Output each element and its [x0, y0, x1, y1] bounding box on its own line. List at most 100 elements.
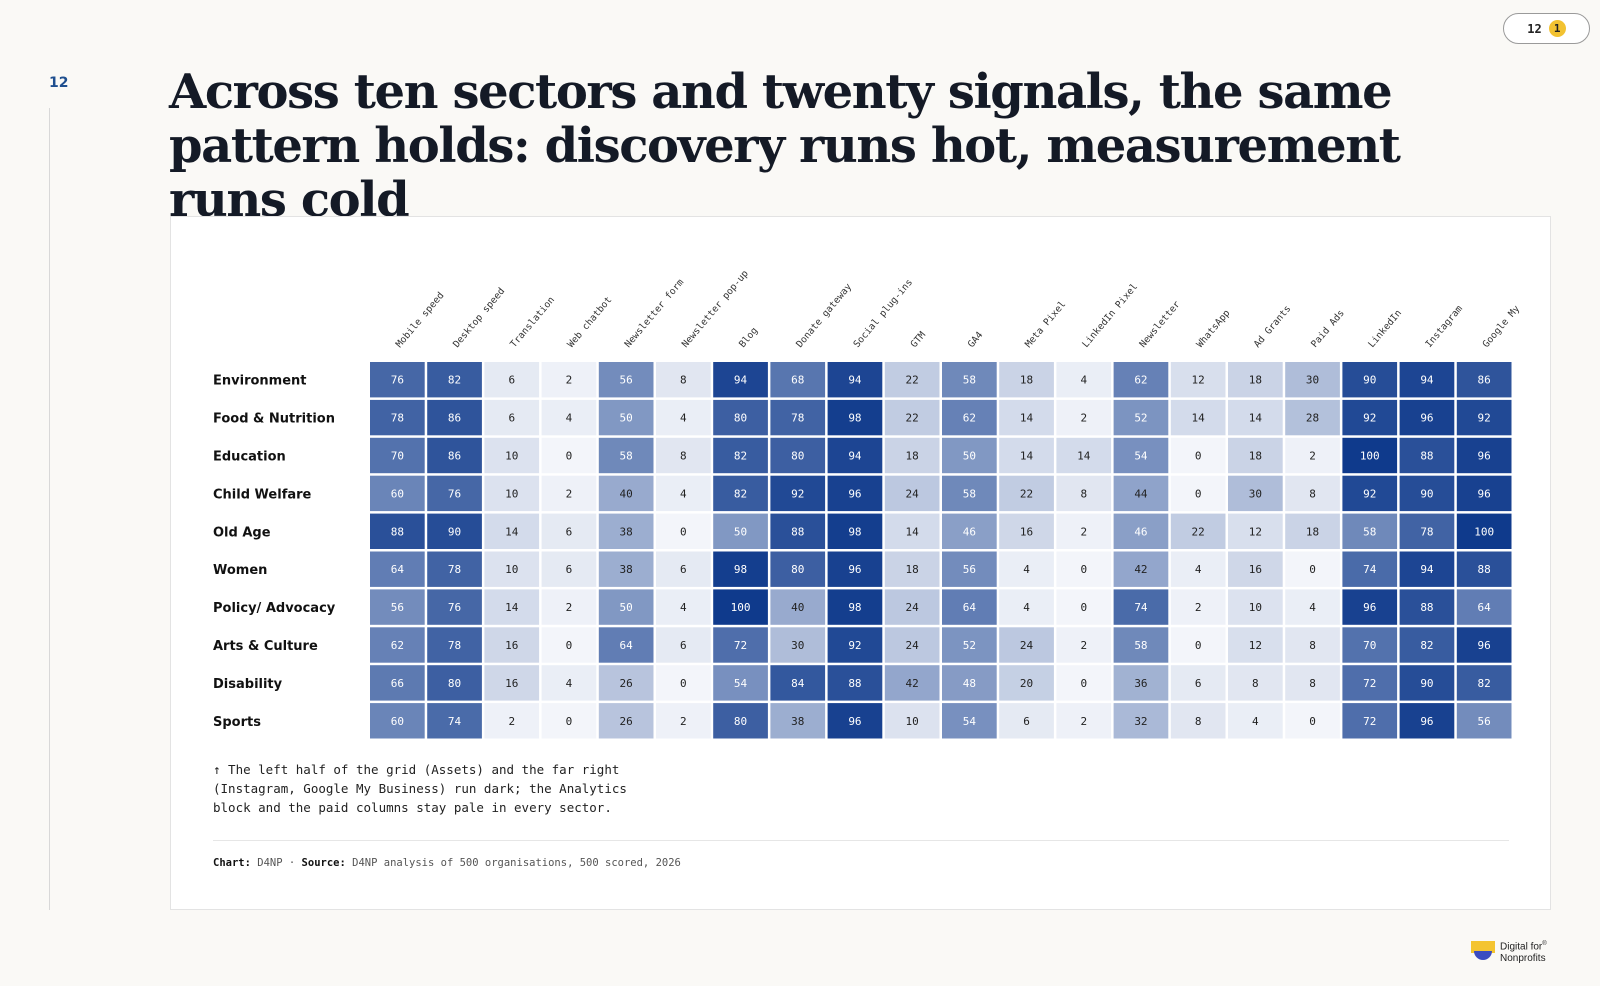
heatmap-cell	[541, 665, 597, 701]
heatmap-cell	[1285, 513, 1340, 549]
cell-value: 6	[1195, 677, 1202, 690]
cell-value: 2	[566, 374, 573, 387]
heatmap-cell	[942, 703, 997, 739]
heatmap-cell	[884, 627, 940, 663]
column-label: Mobile speed	[394, 290, 447, 350]
column-label: Instagram	[1423, 303, 1465, 350]
cell-value: 74	[448, 715, 462, 728]
cell-value: 2	[1080, 639, 1087, 652]
heatmap-cell	[1056, 475, 1112, 512]
cell-value: 12	[1249, 525, 1262, 538]
cell-value: 72	[1363, 715, 1376, 728]
cell-value: 2	[508, 715, 515, 728]
cell-value: 96	[1363, 601, 1376, 614]
cell-value: 4	[566, 412, 573, 425]
heatmap-cell	[1456, 665, 1512, 701]
cell-value: 8	[1252, 677, 1259, 690]
heatmap-cell	[1456, 437, 1512, 474]
heatmap-cell	[484, 475, 540, 512]
column-label: Blog	[737, 325, 760, 350]
cell-value: 82	[734, 450, 747, 463]
column-label: Newsletter form	[623, 277, 687, 350]
cell-value: 40	[620, 487, 633, 500]
cell-value: 28	[1306, 412, 1319, 425]
heatmap-cell	[1113, 437, 1169, 474]
brand-line-1: Digital for	[1500, 941, 1543, 953]
cell-value: 46	[1134, 525, 1147, 538]
cell-value: 58	[620, 450, 633, 463]
row-label: Environment	[213, 374, 307, 389]
cell-value: 4	[1023, 601, 1030, 614]
cell-value: 100	[1360, 450, 1380, 463]
column-label: Paid Ads	[1309, 308, 1347, 350]
heatmap-cell	[1399, 399, 1455, 436]
heatmap-cell	[1342, 475, 1398, 512]
cell-value: 4	[1309, 601, 1316, 614]
heatmap-cell	[656, 665, 711, 701]
heatmap-cell	[713, 399, 768, 436]
heatmap-cell	[656, 513, 711, 549]
heatmap-cell	[541, 362, 597, 398]
cell-value: 26	[620, 715, 633, 728]
heatmap-cell	[770, 703, 826, 739]
heatmap-cell	[713, 703, 768, 739]
cell-value: 80	[791, 450, 804, 463]
cell-value: 24	[906, 601, 920, 614]
heatmap-cell	[1170, 589, 1226, 625]
cell-value: 42	[906, 677, 919, 690]
cell-value: 88	[848, 677, 861, 690]
column-label: Google My	[1481, 303, 1523, 350]
cell-value: 78	[1420, 525, 1433, 538]
cell-value: 98	[848, 412, 861, 425]
heatmap: Mobile speed Desktop speed Translation Web …	[213, 268, 1523, 739]
heatmap-cell	[1399, 551, 1455, 587]
cell-value: 10	[1249, 601, 1262, 614]
heatmap-cell	[827, 362, 883, 398]
heatmap-cell	[1228, 703, 1283, 739]
row-label: Child Welfare	[213, 487, 312, 502]
heatmap-cell	[1170, 665, 1226, 701]
heatmap-cell	[999, 551, 1054, 587]
heatmap-cell	[1056, 362, 1112, 398]
heatmap-cell	[999, 437, 1054, 474]
heatmap-cell	[656, 362, 711, 398]
brand-mark-icon	[1470, 940, 1496, 963]
cell-value: 50	[620, 412, 633, 425]
cell-value: 18	[1249, 374, 1262, 387]
cell-value: 54	[734, 677, 748, 690]
cell-value: 38	[791, 715, 804, 728]
cell-value: 94	[848, 374, 862, 387]
heatmap-cell	[1056, 627, 1112, 663]
source-value: D4NP analysis of 500 organisations, 500 …	[352, 857, 681, 869]
heatmap-cell	[770, 551, 826, 587]
notification-badge[interactable]: 12 1	[1503, 13, 1590, 44]
heatmap-cell	[713, 665, 768, 701]
heatmap-cell	[942, 589, 997, 625]
cell-value: 56	[963, 563, 976, 576]
heatmap-cell	[1456, 475, 1512, 512]
cell-value: 14	[1077, 450, 1091, 463]
heatmap-cell	[427, 399, 482, 436]
cell-value: 72	[1363, 677, 1376, 690]
column-label: Ad Grants	[1252, 303, 1294, 350]
cell-value: 20	[1020, 677, 1033, 690]
cell-value: 78	[391, 412, 404, 425]
column-label: LinkedIn Pixel	[1080, 282, 1140, 350]
heatmap-cell	[1285, 551, 1340, 587]
cell-value: 14	[505, 601, 519, 614]
cell-value: 100	[1474, 525, 1494, 538]
heatmap-cell	[999, 627, 1054, 663]
cell-value: 36	[1134, 677, 1147, 690]
row-label: Sports	[213, 715, 261, 730]
cell-value: 4	[1252, 715, 1259, 728]
cell-value: 8	[1309, 639, 1316, 652]
cell-value: 8	[1309, 677, 1316, 690]
cell-value: 6	[680, 563, 687, 576]
heatmap-cell	[1056, 399, 1112, 436]
cell-value: 6	[566, 563, 573, 576]
source-label: Source:	[301, 857, 346, 869]
cell-value: 50	[734, 525, 747, 538]
heatmap-cell	[1113, 362, 1169, 398]
heatmap-cell	[884, 589, 940, 625]
heatmap-cell	[827, 589, 883, 625]
